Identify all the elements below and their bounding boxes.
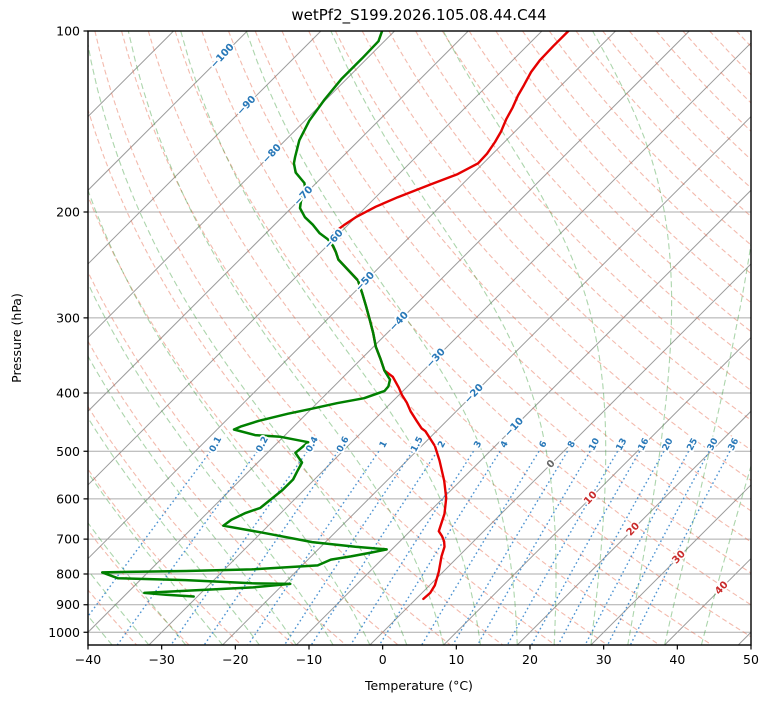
dry-adiabat-line — [628, 31, 751, 161]
moist-adiabat-line — [700, 464, 751, 645]
isotherm-line — [590, 484, 751, 645]
dry-adiabat-line — [88, 194, 451, 645]
sounding-profiles — [100, 31, 570, 601]
chart-title: wetPf2_S199.2026.105.08.44.C44 — [291, 6, 546, 25]
moist-adiabat-line — [88, 471, 224, 645]
mixing-ratio-line — [310, 450, 438, 645]
isotherm-line — [88, 31, 469, 412]
dry-adiabat-line — [495, 31, 751, 304]
y-tick-label: 400 — [56, 385, 80, 400]
dewpoint-curve — [100, 31, 392, 598]
x-axis-ticks: −40 −30 −20 −10 0 10 20 30 40 50 — [75, 645, 759, 667]
dry-adiabat-line — [147, 31, 660, 645]
mixing-ratio-line — [557, 450, 665, 645]
isotherm-line — [88, 31, 248, 191]
dry-adiabat-line — [88, 529, 190, 645]
y-tick-label: 800 — [56, 566, 80, 581]
dry-adiabat-line — [174, 31, 713, 645]
moist-adiabat-line — [245, 31, 518, 645]
x-tick-label: −40 — [75, 652, 101, 667]
pressure-gridlines — [88, 31, 751, 633]
x-tick-label: 10 — [448, 652, 464, 667]
y-tick-label: 100 — [56, 24, 80, 39]
mixing-ratio-line — [629, 450, 731, 645]
y-tick-label: 600 — [56, 491, 80, 506]
y-tick-label: 200 — [56, 204, 80, 219]
y-tick-label: 900 — [56, 597, 80, 612]
mixing-ratio-line — [247, 450, 380, 645]
isotherm-line — [516, 410, 751, 645]
moist-adiabat-line — [442, 31, 607, 645]
y-tick-label: 500 — [56, 444, 80, 459]
dry-adiabat-line — [88, 405, 294, 645]
dry-adiabat-line — [441, 31, 751, 362]
x-tick-label: −20 — [222, 652, 248, 667]
isotherm-line — [88, 31, 616, 560]
dry-adiabat-line — [548, 31, 751, 246]
mixing-ratio-line — [452, 450, 569, 645]
mixing-ratio-line — [530, 450, 641, 645]
y-tick-label: 700 — [56, 532, 80, 547]
mixing-ratio-line — [283, 450, 414, 645]
dry-adiabat-line — [308, 31, 751, 512]
y-axis-label: Pressure (hPa) — [9, 293, 24, 383]
moist-adiabat-line — [664, 240, 751, 645]
dry-adiabat-line — [254, 31, 751, 574]
isotherm-line — [88, 31, 543, 486]
x-tick-label: 50 — [743, 652, 759, 667]
mixing-ratio-line — [506, 450, 619, 645]
isotherm-line — [369, 263, 751, 645]
mixing-ratio-line — [421, 450, 540, 645]
mixing-ratio-line — [203, 450, 339, 645]
dry-adiabat-line — [227, 31, 751, 606]
dry-adiabat-line — [415, 31, 751, 392]
dry-adiabat-line — [388, 31, 751, 421]
dry-adiabat-line — [281, 31, 751, 543]
dry-adiabat-line — [361, 31, 751, 451]
isotherm-line — [88, 31, 322, 265]
moist-adiabat-line — [330, 31, 557, 645]
plot-border — [87, 30, 752, 646]
moist-adiabat-line — [88, 188, 371, 645]
dry-adiabat-line — [201, 31, 751, 638]
mixing-ratio-line — [606, 450, 710, 645]
x-tick-label: 20 — [522, 652, 538, 667]
y-axis-ticks: 100 200 300 400 500 600 700 800 900 1000 — [48, 24, 88, 640]
isotherm-line — [148, 42, 751, 645]
isotherm-line — [295, 189, 751, 645]
mixing-ratio-line — [476, 450, 591, 645]
dry-adiabat-line — [522, 31, 751, 275]
dry-adiabat-line — [88, 468, 242, 645]
moist-adiabat-line — [88, 282, 334, 645]
isotherm-line — [88, 31, 395, 339]
x-tick-label: 0 — [379, 652, 387, 667]
moist-adiabat-line — [180, 31, 481, 645]
y-tick-label: 300 — [56, 310, 80, 325]
dry-adiabat-line — [121, 31, 608, 645]
x-tick-label: 40 — [669, 652, 685, 667]
dry-adiabat-line — [94, 31, 556, 645]
moist-adiabat-lines — [88, 31, 751, 645]
x-tick-label: −10 — [296, 652, 322, 667]
moist-adiabat-line — [88, 416, 260, 645]
y-tick-label: 1000 — [48, 625, 80, 640]
moist-adiabat-line — [127, 31, 445, 645]
moist-adiabat-line — [592, 31, 673, 645]
dry-adiabat-lines — [88, 31, 751, 645]
mixing-ratio-line — [116, 450, 258, 645]
dry-adiabat-line — [88, 340, 347, 645]
x-tick-label: 30 — [596, 652, 612, 667]
isotherm-line — [88, 31, 690, 633]
moist-adiabat-line — [88, 41, 408, 645]
moist-adiabat-line — [88, 355, 297, 645]
isotherm-lines — [88, 31, 751, 645]
x-axis-label: Temperature (°C) — [364, 678, 473, 693]
dry-adiabat-line — [602, 31, 751, 189]
x-tick-label: −30 — [148, 652, 174, 667]
dry-adiabat-line — [88, 107, 504, 645]
